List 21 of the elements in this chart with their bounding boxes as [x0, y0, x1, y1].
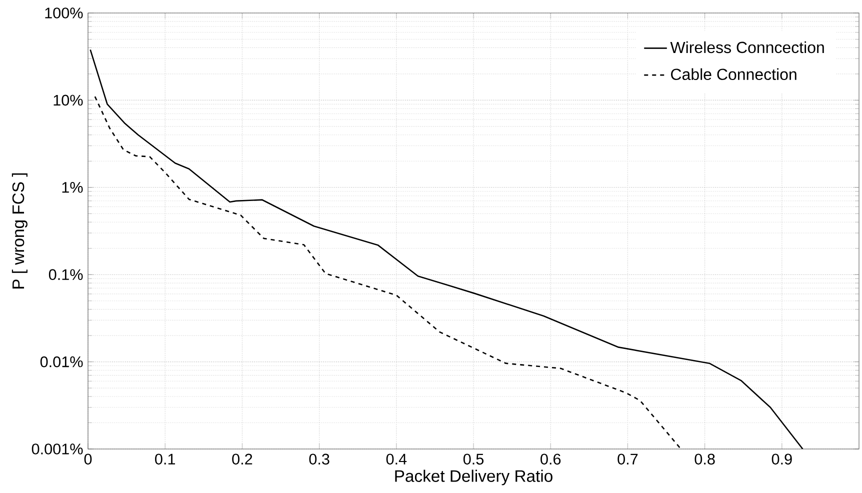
x-axis-title: Packet Delivery Ratio [395, 470, 552, 486]
y-tick-label: 0.1% [48, 269, 83, 280]
line-series [94, 96, 682, 450]
y-tick-label: 10% [54, 94, 83, 106]
x-tick-label: 0.9 [772, 454, 792, 465]
x-tick-label: 0.4 [386, 454, 407, 465]
x-tick-label: 0 [84, 454, 92, 465]
x-tick-label: 0.2 [232, 454, 252, 465]
x-tick-label: 0.3 [309, 454, 330, 465]
x-tick-label: 0.6 [540, 454, 561, 465]
y-tick-label: 100% [45, 8, 83, 18]
x-tick-label: 0.1 [155, 454, 176, 465]
x-tick-label: 0.5 [463, 454, 484, 465]
legend-label: Wireless Conncection [670, 41, 824, 54]
y-tick-label: 0.01% [40, 356, 83, 368]
legend-label: Cable Connection [671, 68, 796, 80]
x-tick-label: 0.7 [618, 454, 638, 465]
y-tick-label: 0.001% [32, 444, 83, 454]
y-axis-title: P [ wrong FCS ] [12, 173, 28, 288]
x-tick-label: 0.8 [694, 454, 715, 465]
y-tick-label: 1% [62, 182, 83, 193]
